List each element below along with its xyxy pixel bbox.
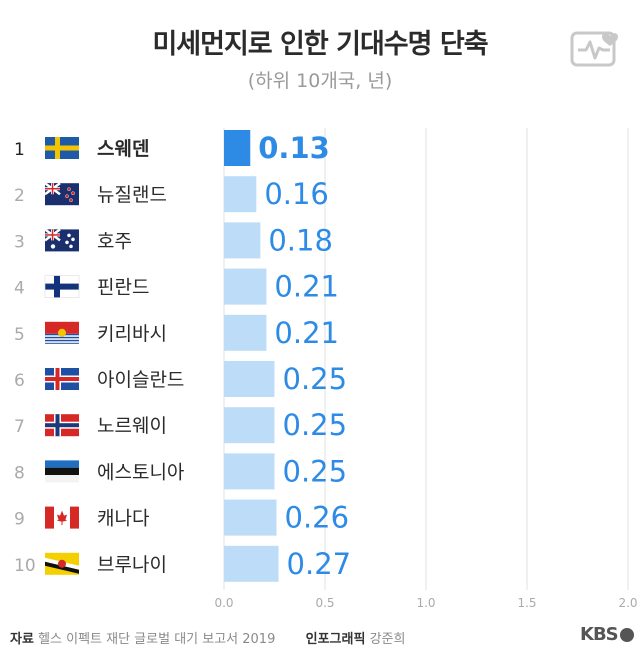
value-label: 0.16 — [264, 177, 329, 211]
rank-label: 2 — [14, 186, 25, 206]
flag-brunei-icon — [45, 552, 79, 575]
bar — [224, 130, 251, 166]
value-label: 0.26 — [285, 501, 350, 535]
kbs-logo: KBS — [580, 624, 634, 645]
chart-subtitle: (하위 10개국, 년) — [247, 70, 393, 92]
country-label: 스웨덴 — [97, 138, 149, 160]
rank-label: 8 — [14, 463, 25, 483]
flag-estonia-icon — [45, 460, 79, 483]
credit-name: 강준희 — [369, 632, 406, 647]
rank-label: 9 — [14, 510, 25, 530]
flag-canada-icon — [45, 506, 79, 529]
bar — [224, 407, 275, 444]
country-label: 호주 — [97, 230, 132, 252]
flag-sweden-icon — [45, 137, 79, 159]
health-monitor-icon — [570, 31, 618, 67]
flag-australia-icon — [44, 228, 79, 252]
value-label: 0.13 — [258, 131, 330, 165]
flag-norway-icon — [45, 414, 79, 437]
value-label: 0.25 — [283, 454, 348, 488]
flag-kiribati-icon — [45, 321, 79, 344]
rank-label: 7 — [14, 417, 25, 437]
rank-label: 3 — [14, 232, 25, 252]
country-label: 아이슬란드 — [97, 369, 184, 391]
x-tick-label: 1.5 — [517, 596, 536, 610]
bar — [224, 222, 261, 259]
footer: 자료 헬스 이펙트 재단 글로벌 대기 보고서 2019 인포그래픽 강준희 — [10, 628, 405, 647]
country-label: 브루나이 — [97, 554, 167, 576]
rank-label: 4 — [14, 279, 25, 299]
country-label: 캐나다 — [97, 508, 149, 530]
rank-label: 10 — [14, 556, 36, 576]
value-label: 0.25 — [283, 362, 348, 396]
bar — [224, 176, 257, 213]
bar — [224, 361, 275, 397]
bar — [224, 499, 277, 536]
bar — [224, 545, 279, 582]
source-text: 헬스 이펙트 재단 글로벌 대기 보고서 2019 — [38, 632, 276, 647]
flag-new-zealand-icon — [44, 182, 79, 206]
rank-label: 5 — [14, 325, 25, 345]
bar — [224, 314, 267, 351]
source-label: 자료 — [10, 632, 34, 647]
country-label: 핀란드 — [97, 277, 149, 299]
bar — [224, 268, 267, 305]
country-label: 에스토니아 — [97, 461, 184, 483]
country-label: 뉴질랜드 — [97, 184, 167, 206]
value-label: 0.25 — [283, 408, 348, 442]
credit-label: 인포그래픽 — [305, 632, 366, 647]
rank-label: 1 — [14, 140, 25, 160]
value-label: 0.18 — [268, 223, 333, 257]
x-tick-label: 0.5 — [315, 596, 334, 610]
bar — [224, 453, 275, 490]
value-label: 0.21 — [274, 316, 339, 350]
flag-finland-icon — [44, 275, 80, 298]
x-tick-label: 1.0 — [416, 596, 435, 610]
country-label: 키리바시 — [97, 323, 167, 345]
chart-title: 미세먼지로 인한 기대수명 단축 — [152, 29, 488, 60]
value-label: 0.21 — [274, 270, 339, 304]
flag-iceland-icon — [45, 368, 79, 390]
rank-label: 6 — [14, 371, 25, 391]
country-label: 노르웨이 — [97, 415, 167, 437]
x-tick-label: 2.0 — [618, 596, 637, 610]
value-label: 0.27 — [287, 547, 352, 581]
x-tick-label: 0.0 — [214, 596, 233, 610]
